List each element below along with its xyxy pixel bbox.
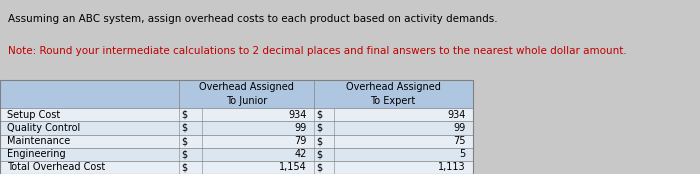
Text: 1,113: 1,113 (438, 162, 466, 172)
Bar (0, 148, 473, 161)
Text: 75: 75 (453, 136, 466, 146)
Text: 42: 42 (294, 149, 307, 159)
Text: 934: 934 (447, 110, 466, 120)
Text: 99: 99 (295, 123, 307, 133)
Text: Total Overhead Cost: Total Overhead Cost (7, 162, 105, 172)
Bar (0, 161, 473, 174)
Text: $: $ (316, 136, 322, 146)
Text: Engineering: Engineering (7, 149, 66, 159)
Bar (0, 135, 473, 148)
Text: $: $ (316, 149, 322, 159)
Text: Maintenance: Maintenance (7, 136, 70, 146)
Text: Setup Cost: Setup Cost (7, 110, 60, 120)
Text: 1,154: 1,154 (279, 162, 307, 172)
Text: $: $ (316, 123, 322, 133)
Text: $: $ (316, 110, 322, 120)
Bar (0, 121, 473, 135)
Text: 99: 99 (453, 123, 466, 133)
Text: Assuming an ABC system, assign overhead costs to each product based on activity : Assuming an ABC system, assign overhead … (8, 14, 498, 24)
Text: $: $ (181, 162, 188, 172)
Text: $: $ (181, 136, 188, 146)
Bar (0, 80, 473, 108)
Text: Note: Round your intermediate calculations to 2 decimal places and final answers: Note: Round your intermediate calculatio… (8, 46, 627, 56)
Text: Overhead Assigned
To Junior: Overhead Assigned To Junior (199, 82, 294, 106)
Text: $: $ (181, 149, 188, 159)
Text: Quality Control: Quality Control (7, 123, 80, 133)
Text: $: $ (181, 110, 188, 120)
Text: $: $ (181, 123, 188, 133)
Text: 79: 79 (294, 136, 307, 146)
Text: 5: 5 (459, 149, 466, 159)
Text: Overhead Assigned
To Expert: Overhead Assigned To Expert (346, 82, 440, 106)
Text: $: $ (316, 162, 322, 172)
Bar (0, 108, 473, 121)
Text: 934: 934 (288, 110, 307, 120)
